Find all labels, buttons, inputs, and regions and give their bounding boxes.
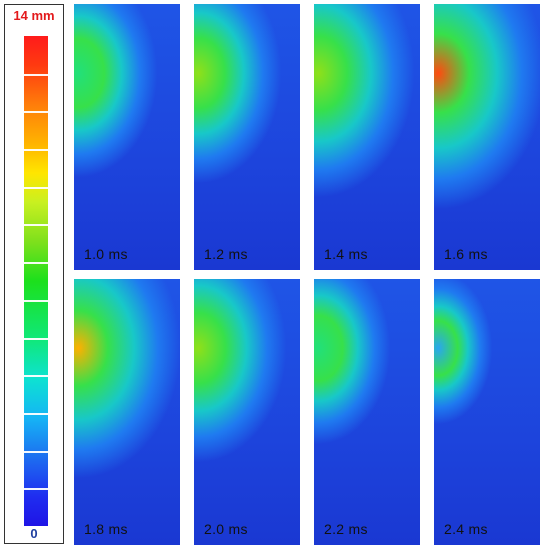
frame-time-label: 2.2 ms (324, 521, 368, 537)
color-scale-bar (24, 36, 48, 526)
color-scale: 14 mm 0 (4, 4, 64, 544)
scale-tick (24, 186, 48, 189)
frame-panel: 1.6 ms (434, 4, 540, 270)
scale-tick (24, 262, 48, 265)
scale-tick (24, 337, 48, 340)
frame-panel: 1.0 ms (74, 4, 180, 270)
scale-tick (24, 412, 48, 415)
scale-tick (24, 450, 48, 453)
scale-tick (24, 73, 48, 76)
frame-panel: 2.0 ms (194, 279, 300, 545)
frame-time-label: 2.0 ms (204, 521, 248, 537)
scale-tick (24, 224, 48, 227)
scale-max-label: 14 mm (13, 8, 55, 23)
frame-panel: 1.4 ms (314, 4, 420, 270)
scale-min-label: 0 (30, 526, 38, 541)
scale-tick (24, 149, 48, 152)
frame-panel: 2.2 ms (314, 279, 420, 545)
scale-tick (24, 488, 48, 491)
frame-time-label: 1.0 ms (84, 246, 128, 262)
frame-time-label: 1.4 ms (324, 246, 368, 262)
frame-time-label: 1.2 ms (204, 246, 248, 262)
frame-time-label: 2.4 ms (444, 521, 488, 537)
scale-tick (24, 299, 48, 302)
frame-time-label: 1.6 ms (444, 246, 488, 262)
scale-tick (24, 111, 48, 114)
frame-panel: 2.4 ms (434, 279, 540, 545)
frame-time-label: 1.8 ms (84, 521, 128, 537)
scale-tick (24, 375, 48, 378)
frame-panel: 1.2 ms (194, 4, 300, 270)
frame-panel: 1.8 ms (74, 279, 180, 545)
